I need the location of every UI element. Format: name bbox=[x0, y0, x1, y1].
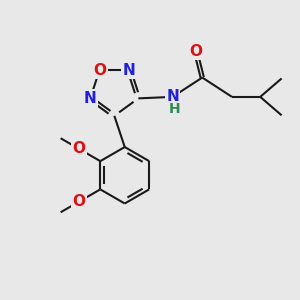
Text: O: O bbox=[93, 63, 106, 78]
Text: O: O bbox=[189, 44, 202, 59]
Text: O: O bbox=[73, 142, 86, 157]
Text: N: N bbox=[166, 89, 179, 104]
Text: O: O bbox=[73, 194, 86, 209]
Text: H: H bbox=[169, 102, 181, 116]
Text: N: N bbox=[84, 91, 97, 106]
Text: N: N bbox=[123, 63, 136, 78]
